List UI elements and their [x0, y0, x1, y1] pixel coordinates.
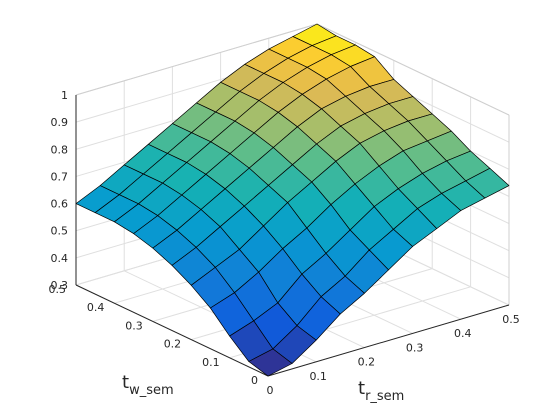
y-tick-label: 0.1 — [202, 356, 220, 369]
x-tick-label: 0.1 — [309, 370, 327, 383]
tick-labels: 00.10.20.30.40.500.10.20.30.40.50.30.40.… — [49, 89, 520, 397]
x-tick-label: 0.2 — [358, 356, 376, 369]
y-tick-label: 0.3 — [125, 319, 143, 332]
y-tick-label: 0.5 — [49, 283, 67, 296]
z-tick-label: 0.8 — [51, 143, 69, 156]
x-tick-label: 0 — [267, 384, 274, 397]
x-tick-label: 0.5 — [502, 313, 520, 326]
y-tick-label: 0.2 — [164, 338, 182, 351]
x-tick-label: 0.4 — [454, 327, 472, 340]
y-tick-label: 0.4 — [87, 301, 105, 314]
surface-mesh — [75, 23, 510, 377]
box-edge — [316, 23, 510, 116]
z-tick-label: 0.9 — [51, 116, 69, 129]
x-tick-label: 0.3 — [406, 341, 424, 354]
y-axis-line — [75, 284, 269, 377]
z-tick-label: 0.7 — [51, 170, 69, 183]
x-axis-label: tr_sem — [358, 378, 404, 404]
z-tick-label: 0.4 — [51, 252, 69, 265]
z-tick-label: 0.5 — [51, 225, 69, 238]
box-edge — [75, 23, 318, 96]
z-tick-label: 0.3 — [51, 279, 69, 292]
surface-patch — [248, 348, 293, 377]
y-axis-label: tw_sem — [122, 372, 174, 398]
y-tick-label: 0 — [251, 374, 258, 387]
z-tick-label: 0.6 — [51, 198, 69, 211]
x-axis-line — [267, 304, 510, 377]
z-tick-label: 1 — [61, 89, 68, 102]
